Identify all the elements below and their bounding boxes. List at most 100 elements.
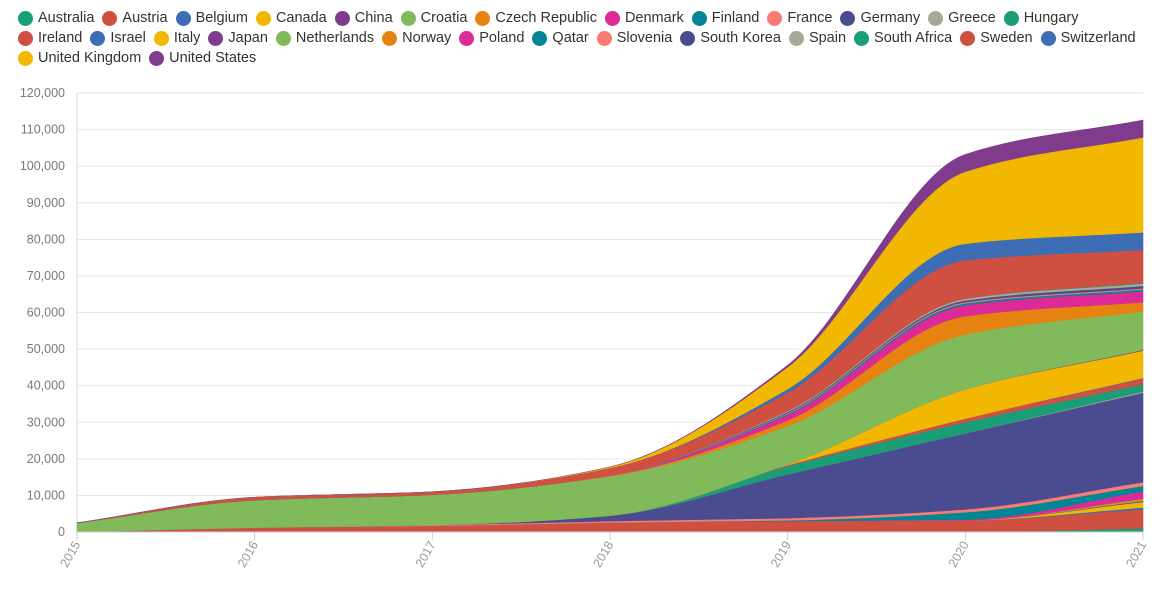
- legend-label: United Kingdom: [38, 50, 142, 66]
- legend-swatch: [334, 10, 350, 26]
- legend-label: Spain: [808, 30, 847, 46]
- legend-swatch: [382, 30, 398, 46]
- legend-item-greece[interactable]: Greece: [928, 9, 996, 27]
- y-tick-label: 0: [58, 525, 65, 539]
- legend-label: Italy: [173, 30, 201, 46]
- legend-label: Netherlands: [295, 30, 375, 46]
- legend-swatch: [18, 10, 33, 26]
- legend-item-croatia[interactable]: Croatia: [400, 9, 468, 27]
- legend-swatch: [532, 30, 548, 46]
- legend-label: Canada: [275, 10, 327, 26]
- legend-item-hungary[interactable]: Hungary: [1003, 9, 1079, 27]
- x-tick-label: 2016: [235, 539, 261, 570]
- legend-label: France: [787, 10, 833, 26]
- legend: Australia Austria Belgium Canada China Croati…: [18, 9, 1148, 67]
- legend-item-finland[interactable]: Finland: [691, 9, 760, 27]
- legend-swatch: [255, 10, 271, 26]
- legend-item-united-states[interactable]: United States: [149, 49, 256, 67]
- legend-label: Czech Republic: [495, 10, 597, 26]
- legend-swatch: [153, 30, 169, 46]
- legend-item-qatar[interactable]: Qatar: [532, 29, 589, 47]
- legend-label: Australia: [38, 10, 95, 26]
- legend-label: Norway: [402, 30, 452, 46]
- y-tick-label: 10,000: [27, 488, 65, 502]
- legend-swatch: [854, 30, 870, 46]
- y-tick-label: 80,000: [27, 232, 65, 246]
- legend-swatch: [691, 10, 707, 26]
- legend-label: South Africa: [874, 30, 953, 46]
- legend-item-south-korea[interactable]: South Korea: [680, 29, 781, 47]
- legend-swatch: [840, 10, 856, 26]
- x-tick-label: 2017: [413, 539, 439, 570]
- legend-item-australia[interactable]: Australia: [18, 9, 94, 27]
- y-tick-label: 120,000: [20, 86, 65, 100]
- legend-label: Belgium: [195, 10, 248, 26]
- legend-swatch: [475, 10, 491, 26]
- series-areas: [76, 119, 1144, 533]
- legend-label: Switzerland: [1060, 30, 1136, 46]
- legend-label: Sweden: [980, 30, 1033, 46]
- legend-swatch: [928, 10, 944, 26]
- y-tick-label: 30,000: [27, 415, 65, 429]
- legend-item-germany[interactable]: Germany: [840, 9, 920, 27]
- legend-label: South Korea: [700, 30, 781, 46]
- legend-swatch: [275, 30, 291, 46]
- legend-item-ireland[interactable]: Ireland: [18, 29, 82, 47]
- legend-swatch: [102, 10, 118, 26]
- legend-item-norway[interactable]: Norway: [382, 29, 451, 47]
- legend-item-united-kingdom[interactable]: United Kingdom: [18, 49, 141, 67]
- legend-label: Japan: [228, 30, 268, 46]
- legend-label: Denmark: [624, 10, 684, 26]
- legend-swatch: [18, 50, 33, 66]
- legend-swatch: [149, 50, 165, 66]
- legend-swatch: [788, 30, 804, 46]
- x-tick-label: 2021: [1123, 539, 1149, 570]
- y-tick-label: 40,000: [27, 379, 65, 393]
- legend-item-sweden[interactable]: Sweden: [960, 29, 1033, 47]
- legend-item-slovenia[interactable]: Slovenia: [596, 29, 673, 47]
- x-tick-label: 2020: [946, 539, 972, 570]
- x-tick-label: 2015: [57, 539, 83, 570]
- legend-item-netherlands[interactable]: Netherlands: [275, 29, 375, 47]
- legend-label: Qatar: [552, 30, 589, 46]
- legend-item-israel[interactable]: Israel: [90, 29, 146, 47]
- y-tick-label: 70,000: [27, 269, 65, 283]
- legend-label: Slovenia: [616, 30, 673, 46]
- legend-swatch: [1040, 30, 1056, 46]
- legend-item-spain[interactable]: Spain: [788, 29, 847, 47]
- legend-label: Hungary: [1023, 10, 1079, 26]
- legend-swatch: [680, 30, 696, 46]
- legend-swatch: [604, 10, 620, 26]
- y-tick-label: 110,000: [21, 123, 65, 137]
- legend-label: Finland: [711, 10, 760, 26]
- legend-item-canada[interactable]: Canada: [255, 9, 327, 27]
- legend-item-france[interactable]: France: [767, 9, 832, 27]
- legend-item-denmark[interactable]: Denmark: [604, 9, 684, 27]
- legend-label: China: [354, 10, 393, 26]
- legend-swatch: [960, 30, 976, 46]
- legend-label: Ireland: [38, 30, 83, 46]
- legend-item-austria[interactable]: Austria: [102, 9, 168, 27]
- legend-item-czech-republic[interactable]: Czech Republic: [475, 9, 597, 27]
- legend-item-belgium[interactable]: Belgium: [175, 9, 248, 27]
- legend-label: Poland: [479, 30, 525, 46]
- legend-swatch: [596, 30, 612, 46]
- area-united-states[interactable]: [76, 119, 1144, 524]
- legend-label: Greece: [948, 10, 996, 26]
- y-tick-label: 90,000: [27, 196, 65, 210]
- x-tick-label: 2018: [590, 539, 616, 570]
- legend-item-japan[interactable]: Japan: [208, 29, 268, 47]
- y-tick-label: 50,000: [27, 342, 65, 356]
- legend-swatch: [208, 30, 224, 46]
- legend-label: Croatia: [420, 10, 468, 26]
- legend-item-south-africa[interactable]: South Africa: [854, 29, 952, 47]
- legend-item-poland[interactable]: Poland: [459, 29, 524, 47]
- legend-item-italy[interactable]: Italy: [153, 29, 201, 47]
- legend-label: Israel: [110, 30, 146, 46]
- x-tick-label: 2019: [768, 539, 794, 570]
- legend-item-china[interactable]: China: [334, 9, 393, 27]
- legend-swatch: [1003, 10, 1019, 26]
- legend-label: Germany: [860, 10, 921, 26]
- legend-item-switzerland[interactable]: Switzerland: [1040, 29, 1136, 47]
